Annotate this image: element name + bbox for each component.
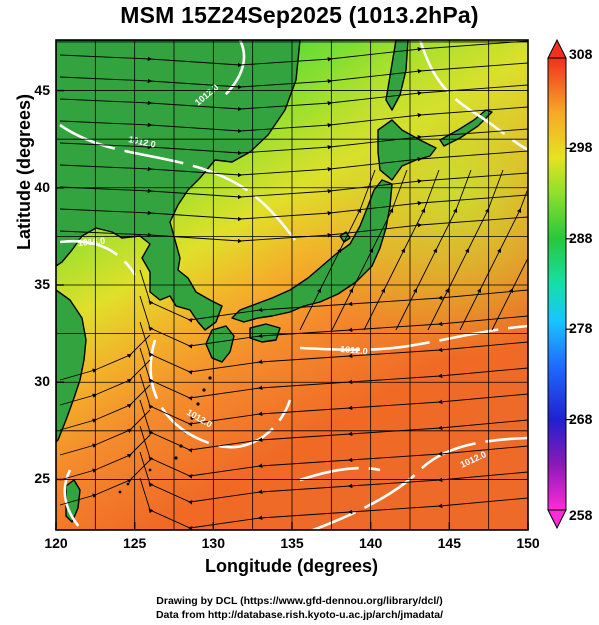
streamline xyxy=(427,169,504,331)
colorbar-tick-label: 288 xyxy=(569,229,593,246)
colorbar-tick-label: 278 xyxy=(569,320,593,337)
streamline xyxy=(395,169,472,331)
streamline xyxy=(59,409,151,456)
streamline xyxy=(491,207,528,331)
streamline xyxy=(139,321,528,375)
x-tick-label: 150 xyxy=(516,535,540,551)
colorbar-top-arrow xyxy=(547,38,567,59)
x-tick-label: 145 xyxy=(437,535,461,551)
streamline xyxy=(139,269,528,323)
streamline xyxy=(299,169,376,331)
streamline xyxy=(59,384,151,431)
x-tick-label: 135 xyxy=(280,535,304,551)
isobar-line xyxy=(59,239,137,276)
y-tick-label: 35 xyxy=(34,276,50,292)
isobar-line xyxy=(63,469,81,529)
isobar-label: 1012.0 xyxy=(340,344,368,356)
streamline xyxy=(139,399,528,453)
credit-drawing: Drawing by DCL (https://www.gfd-dennou.o… xyxy=(156,595,443,607)
y-tick-label: 30 xyxy=(34,373,50,390)
y-tick-label: 40 xyxy=(34,178,50,195)
streamline xyxy=(331,169,408,331)
streamline-group xyxy=(59,40,528,530)
colorbar-bar xyxy=(547,57,567,511)
streamline xyxy=(139,373,528,427)
y-tick-label: 45 xyxy=(34,81,50,98)
streamline xyxy=(59,359,151,406)
colorbar-tick-label: 298 xyxy=(569,139,593,156)
shikoku xyxy=(249,323,281,343)
streamline xyxy=(139,477,528,530)
colorbar xyxy=(547,38,572,530)
isobar-line xyxy=(418,40,528,152)
colorbar-tick-label: 258 xyxy=(569,507,593,523)
streamline xyxy=(59,334,151,381)
x-tick-label: 120 xyxy=(44,535,68,551)
x-axis-label-text: Longitude (degrees) xyxy=(204,556,378,576)
grid-lines xyxy=(56,40,528,530)
x-tick-label: 125 xyxy=(122,535,147,551)
x-tick-label: 130 xyxy=(201,535,225,551)
streamline xyxy=(363,169,440,331)
y-axis-label: Latitude (degrees) xyxy=(14,93,34,251)
streamline xyxy=(459,187,528,331)
x-tick-label: 140 xyxy=(358,535,383,551)
colorbar-bottom-arrow xyxy=(547,509,567,530)
map-title: MSM 15Z24Sep2025 (1013.2hPa) xyxy=(120,2,479,28)
streamline xyxy=(59,434,151,481)
y-tick-label: 25 xyxy=(34,470,50,487)
plot-area xyxy=(56,40,528,530)
streamline xyxy=(139,295,528,349)
isobar-label: 1016.0 xyxy=(77,236,105,248)
colorbar-tick-label: 308 xyxy=(569,46,593,62)
colorbar-tick-label: 268 xyxy=(569,410,593,427)
streamline xyxy=(139,451,528,505)
streamline xyxy=(139,347,528,401)
streamline xyxy=(139,425,528,479)
credit-data: Data from http://database.rish.kyoto-u.a… xyxy=(155,609,444,621)
streamline xyxy=(59,459,151,506)
x-axis-label: Longitude (degrees) xyxy=(0,556,599,577)
axis-ticks xyxy=(55,89,529,530)
